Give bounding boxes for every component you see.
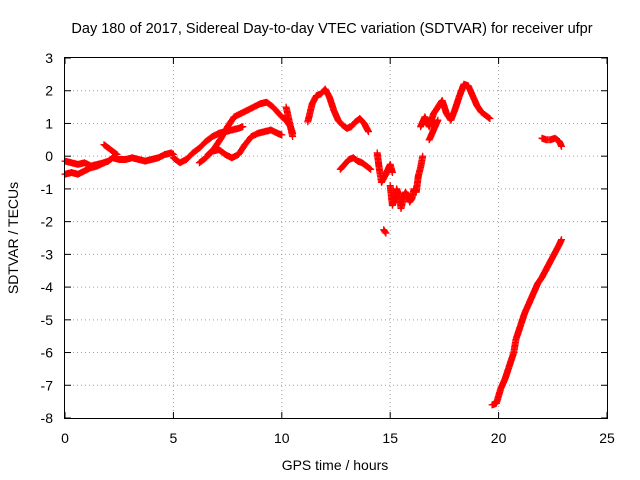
data-segment (100, 141, 121, 158)
data-point-markers (100, 141, 121, 158)
data-segment (61, 149, 177, 170)
data-points (61, 80, 565, 409)
data-point-markers (61, 149, 177, 170)
data-point-markers (373, 149, 396, 186)
y-tick-label: -8 (41, 410, 54, 426)
x-tick-label: 15 (382, 430, 398, 446)
y-tick-label: -6 (41, 345, 54, 361)
data-point-markers (425, 116, 442, 144)
x-tick-label: 5 (170, 430, 178, 446)
y-tick-labels: 3 2 1 0 -1 -2 -3 -4 -5 -6 -7 -8 (41, 50, 54, 426)
data-segment (336, 154, 375, 173)
plot-frame (64, 57, 608, 419)
y-tick-label: 1 (45, 115, 53, 131)
data-point-markers (538, 134, 565, 150)
x-tick-label: 0 (61, 430, 69, 446)
data-segment (195, 126, 286, 167)
y-tick-label: -1 (41, 181, 54, 197)
data-segment (488, 236, 565, 409)
data-segment (304, 85, 372, 136)
data-segment (386, 152, 427, 212)
y-tick-label: 0 (45, 148, 53, 164)
y-tick-label: -2 (41, 214, 54, 230)
data-point-markers (195, 126, 286, 167)
data-segment (282, 103, 297, 140)
y-tick-label: -7 (41, 377, 54, 393)
data-point-markers (417, 80, 494, 131)
data-segment (417, 80, 494, 131)
x-tick-label: 10 (274, 430, 290, 446)
y-tick-label: -3 (41, 246, 54, 262)
data-point-markers (282, 103, 297, 140)
data-segment (425, 116, 442, 144)
x-tick-label: 20 (491, 430, 507, 446)
y-tick-label: 2 (45, 83, 53, 99)
data-segment (373, 149, 396, 186)
data-segment (380, 226, 390, 237)
data-segment (538, 134, 565, 150)
y-tick-label: -5 (41, 312, 54, 328)
axis-ticks (64, 57, 608, 419)
chart-title: Day 180 of 2017, Sidereal Day-to-day VTE… (71, 21, 592, 37)
y-tick-label: 3 (45, 50, 53, 66)
data-point-markers (380, 226, 390, 237)
x-tick-labels: 0 5 10 15 20 25 (61, 430, 615, 446)
data-point-markers (304, 85, 372, 136)
x-axis-label: GPS time / hours (282, 457, 389, 473)
y-axis-label: SDTVAR / TECUs (5, 182, 21, 294)
data-point-markers (336, 154, 375, 173)
data-point-markers (488, 236, 565, 409)
y-tick-label: -4 (41, 279, 54, 295)
data-point-markers (386, 152, 427, 212)
x-tick-label: 25 (599, 430, 615, 446)
